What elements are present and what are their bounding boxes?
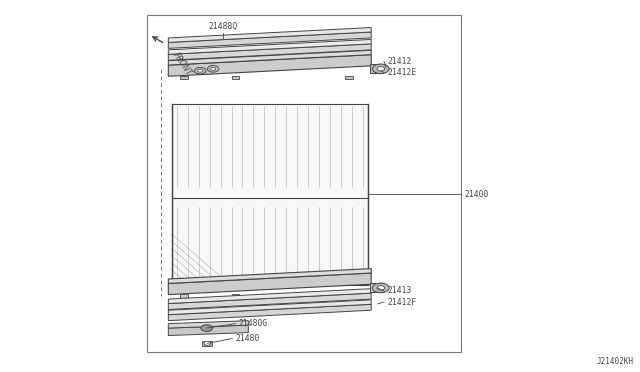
Polygon shape <box>168 269 371 283</box>
Polygon shape <box>168 289 371 304</box>
Circle shape <box>198 69 203 72</box>
Bar <box>202 341 212 346</box>
Text: 21488Q: 21488Q <box>208 22 237 31</box>
Circle shape <box>201 325 212 331</box>
Polygon shape <box>168 321 248 328</box>
Bar <box>147 15 461 352</box>
Polygon shape <box>168 50 371 65</box>
Text: 21413: 21413 <box>388 286 412 295</box>
Bar <box>345 294 353 298</box>
Bar <box>232 294 239 298</box>
Bar <box>180 294 188 298</box>
Circle shape <box>211 67 216 70</box>
Bar <box>232 76 239 79</box>
Polygon shape <box>168 44 371 60</box>
Polygon shape <box>168 32 371 48</box>
Text: FRONT: FRONT <box>172 51 194 78</box>
Bar <box>345 76 353 79</box>
Circle shape <box>195 67 206 74</box>
Polygon shape <box>168 325 248 336</box>
Polygon shape <box>168 39 371 54</box>
Text: 21480G: 21480G <box>239 319 268 328</box>
Bar <box>370 283 383 292</box>
Circle shape <box>372 283 389 293</box>
Bar <box>370 64 383 73</box>
Polygon shape <box>168 300 371 315</box>
Text: 21412: 21412 <box>388 57 412 66</box>
Text: 21412E: 21412E <box>388 68 417 77</box>
Text: 21412F: 21412F <box>388 298 417 307</box>
Text: 21480: 21480 <box>236 334 260 343</box>
Circle shape <box>204 341 211 345</box>
Polygon shape <box>168 273 371 295</box>
Text: J21402KH: J21402KH <box>596 357 634 366</box>
Polygon shape <box>168 304 371 321</box>
Circle shape <box>377 67 385 71</box>
Text: 21400: 21400 <box>465 190 489 199</box>
Circle shape <box>207 65 219 72</box>
Polygon shape <box>168 28 371 42</box>
Circle shape <box>372 64 389 74</box>
Polygon shape <box>168 293 371 310</box>
Bar <box>172 104 368 285</box>
Bar <box>180 76 188 79</box>
Polygon shape <box>168 55 371 76</box>
Circle shape <box>377 286 385 290</box>
